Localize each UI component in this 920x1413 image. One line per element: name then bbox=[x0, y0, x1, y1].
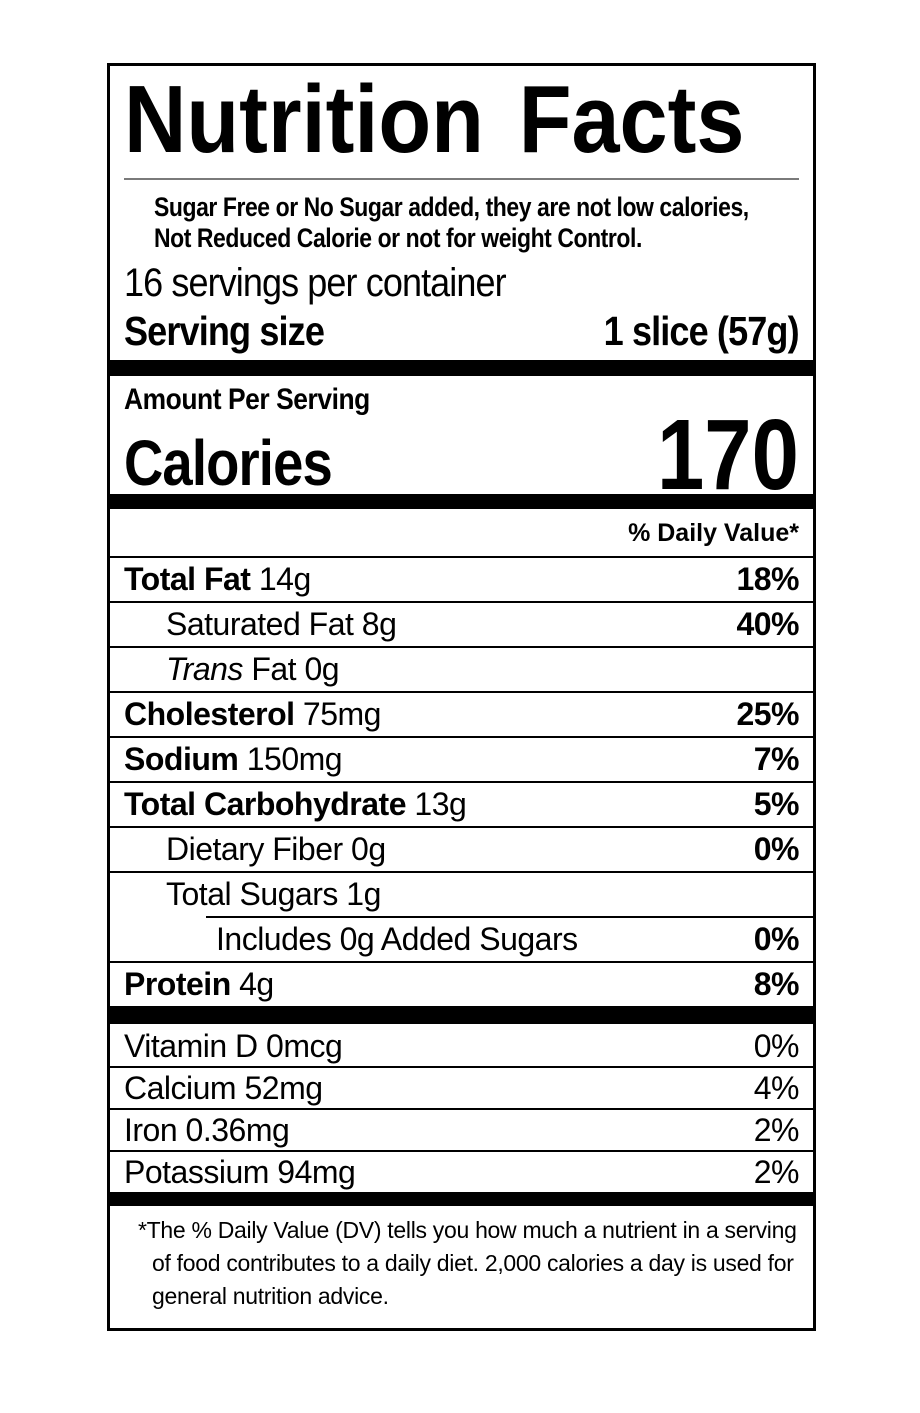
nutrient-row-sodium: Sodium 150mg 7% bbox=[110, 736, 813, 781]
thick-bar-protein bbox=[110, 1006, 813, 1024]
nutrient-row-total-fat: Total Fat 14g 18% bbox=[110, 556, 813, 601]
micronutrient-dv: 2% bbox=[753, 1153, 800, 1190]
nutrient-name: Saturated Fat 8g bbox=[166, 606, 397, 642]
nutrient-name: Sodium 150mg bbox=[124, 741, 343, 777]
nutrient-name: Trans Fat 0g bbox=[166, 651, 340, 687]
disclaimer: Sugar Free or No Sugar added, they are n… bbox=[154, 192, 749, 254]
nutrient-row-protein: Protein 4g 8% bbox=[110, 961, 813, 1006]
calories-value: 170 bbox=[657, 399, 799, 511]
nutrient-name: Protein 4g bbox=[124, 966, 274, 1002]
micronutrient-row-iron: Iron 0.36mg 2% bbox=[110, 1108, 813, 1150]
nutrition-facts-label: Nutrition Facts Sugar Free or No Sugar a… bbox=[107, 63, 816, 1331]
nutrient-name: Total Fat 14g bbox=[124, 561, 311, 597]
micronutrient-dv: 2% bbox=[753, 1111, 800, 1148]
nutrient-dv: 25% bbox=[736, 696, 799, 732]
nutrient-row-total-sugars: Total Sugars 1g bbox=[110, 871, 813, 916]
nutrient-dv: 7% bbox=[753, 741, 800, 777]
nutrient-name: Total Sugars 1g bbox=[166, 876, 381, 912]
calories-label: Calories bbox=[124, 427, 333, 499]
disclaimer-line-1: Sugar Free or No Sugar added, they are n… bbox=[154, 192, 749, 222]
micronutrient-name: Calcium 52mg bbox=[124, 1069, 323, 1106]
thick-bar-micronutrients bbox=[110, 1192, 813, 1206]
micronutrient-row-vitamin-d: Vitamin D 0mcg 0% bbox=[110, 1024, 813, 1066]
title-rule bbox=[124, 178, 799, 180]
micronutrient-dv: 4% bbox=[753, 1069, 800, 1106]
serving-size-value: 1 slice (57g) bbox=[603, 307, 800, 354]
nutrient-dv: 18% bbox=[736, 561, 799, 597]
nutrient-dv: 8% bbox=[753, 966, 800, 1002]
thick-bar-serving bbox=[110, 360, 813, 376]
servings-per-container: 16 servings per container bbox=[124, 261, 507, 305]
nutrient-row-added-sugars: Includes 0g Added Sugars 0% bbox=[110, 916, 813, 961]
label-title: Nutrition Facts bbox=[124, 66, 745, 173]
nutrient-dv: 5% bbox=[753, 786, 800, 822]
nutrient-row-saturated-fat: Saturated Fat 8g 40% bbox=[110, 601, 813, 646]
micronutrient-row-potassium: Potassium 94mg 2% bbox=[110, 1150, 813, 1192]
nutrient-row-dietary-fiber: Dietary Fiber 0g 0% bbox=[110, 826, 813, 871]
serving-size-label: Serving size bbox=[124, 307, 325, 354]
thick-bar-calories bbox=[110, 494, 813, 509]
amount-per-serving: Amount Per Serving bbox=[124, 383, 370, 416]
nutrient-name: Includes 0g Added Sugars bbox=[216, 921, 578, 957]
nutrient-name: Dietary Fiber 0g bbox=[166, 831, 386, 867]
nutrient-row-cholesterol: Cholesterol 75mg 25% bbox=[110, 691, 813, 736]
footnote: *The % Daily Value (DV) tells you how mu… bbox=[138, 1214, 797, 1313]
nutrient-name: Total Carbohydrate 13g bbox=[124, 786, 467, 822]
nutrient-dv: 0% bbox=[753, 831, 800, 867]
nutrient-row-total-carbohydrate: Total Carbohydrate 13g 5% bbox=[110, 781, 813, 826]
serving-size-row: Serving size 1 slice (57g) bbox=[110, 306, 813, 360]
micronutrient-name: Potassium 94mg bbox=[124, 1153, 356, 1190]
micronutrient-name: Vitamin D 0mcg bbox=[124, 1027, 343, 1064]
daily-value-header: % Daily Value* bbox=[628, 519, 799, 547]
disclaimer-line-2: Not Reduced Calorie or not for weight Co… bbox=[154, 223, 642, 253]
footnote-asterisk: * bbox=[138, 1217, 147, 1243]
calories-row: Calories 170 bbox=[110, 399, 813, 511]
micronutrient-row-calcium: Calcium 52mg 4% bbox=[110, 1066, 813, 1108]
nutrient-name: Cholesterol 75mg bbox=[124, 696, 381, 732]
micronutrient-dv: 0% bbox=[753, 1027, 800, 1064]
nutrient-dv: 40% bbox=[736, 606, 799, 642]
footnote-text: The % Daily Value (DV) tells you how muc… bbox=[146, 1217, 797, 1309]
micronutrient-name: Iron 0.36mg bbox=[124, 1111, 290, 1148]
nutrient-row-trans-fat: Trans Fat 0g bbox=[110, 646, 813, 691]
nutrient-dv: 0% bbox=[753, 921, 800, 957]
